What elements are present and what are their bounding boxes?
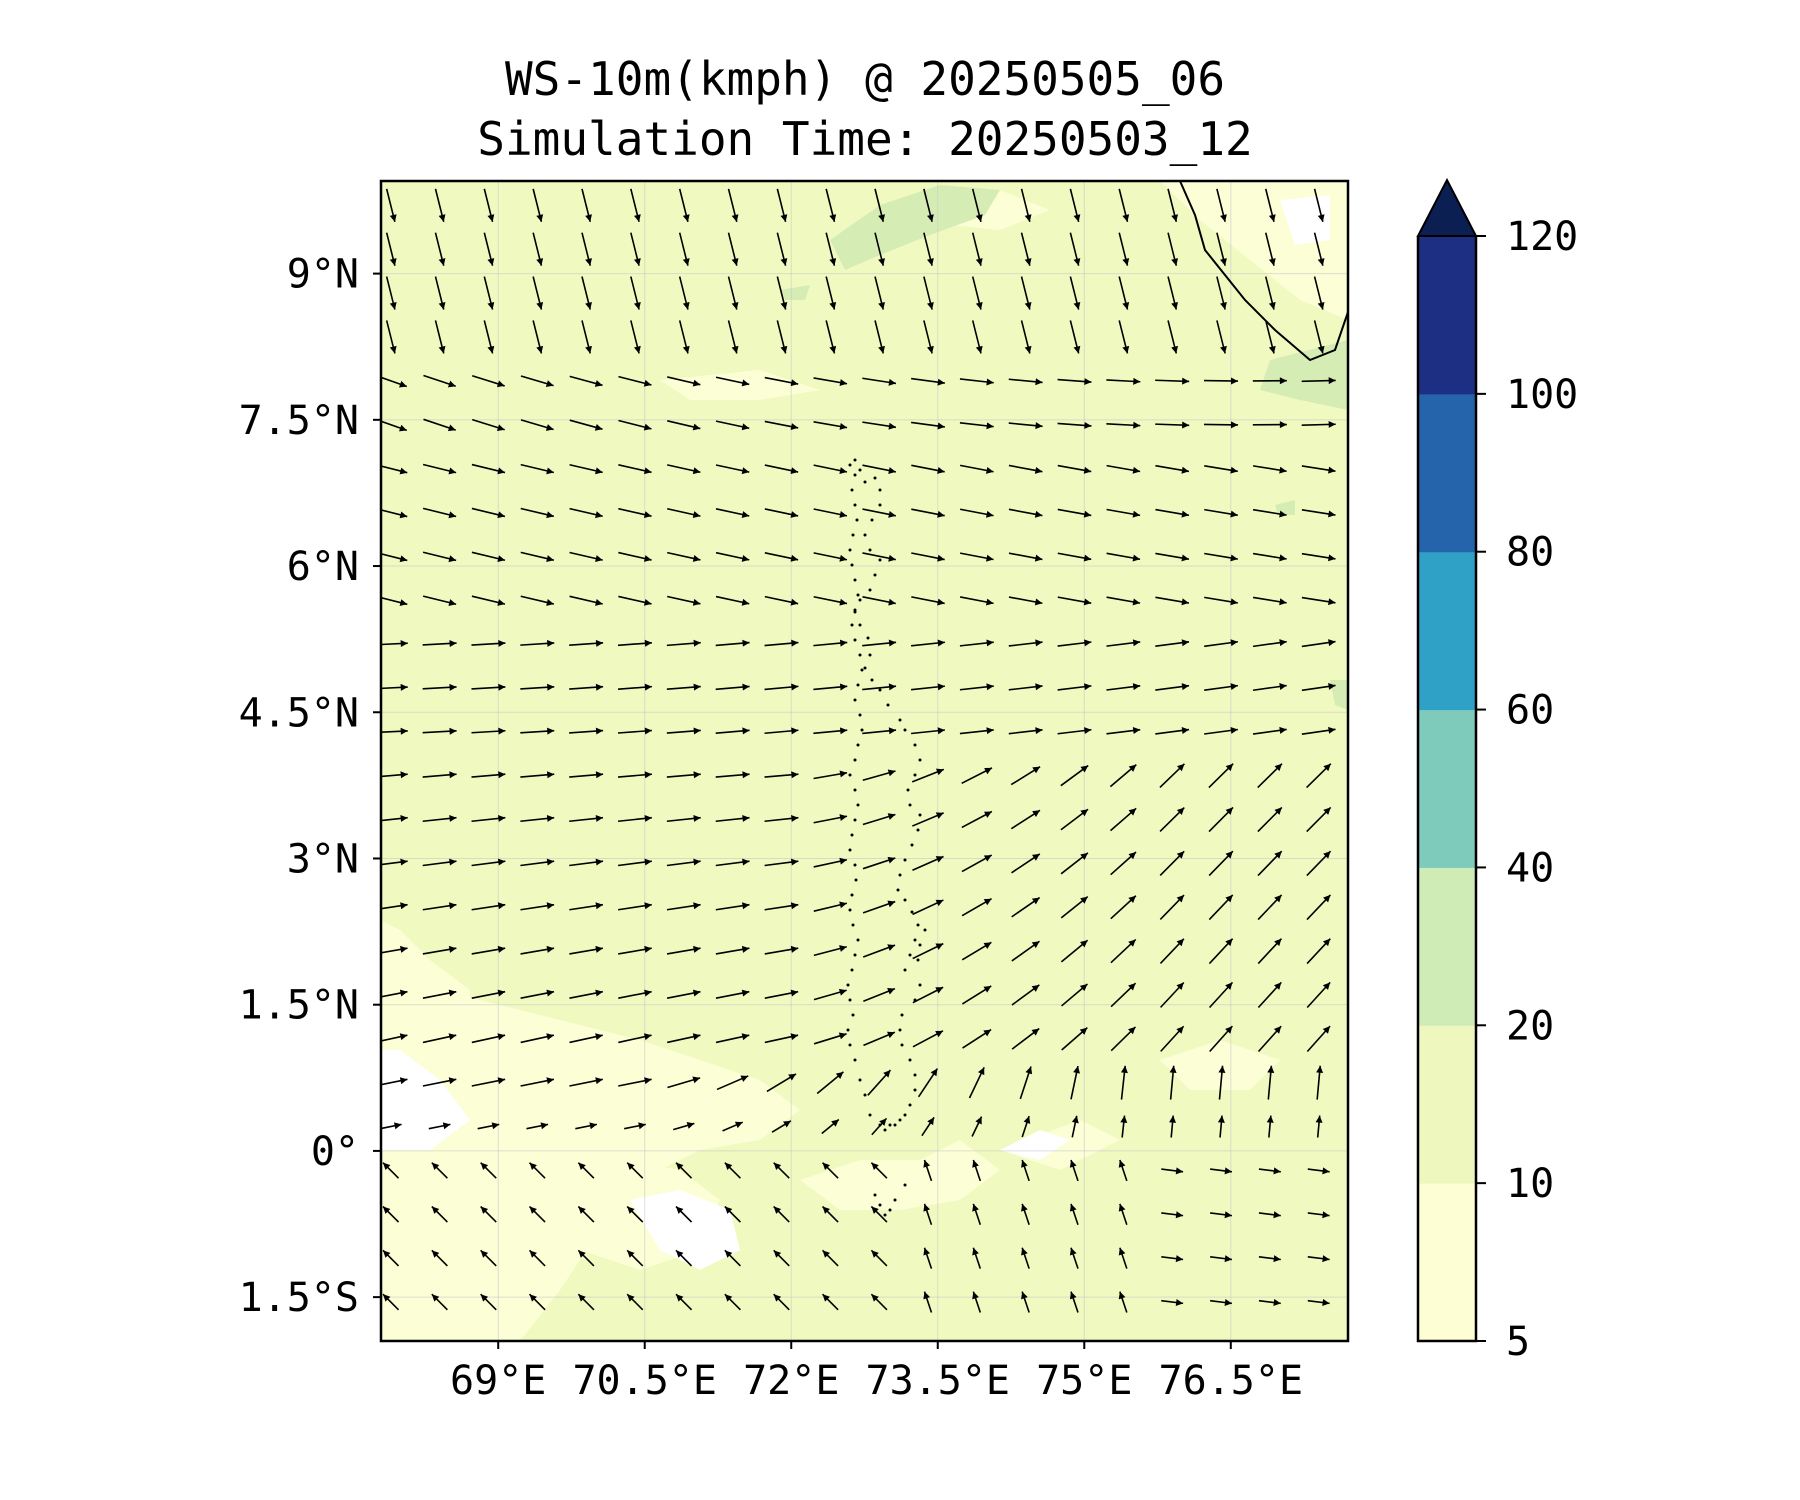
longitude-ticks: 69°E 70.5°E 72°E 73.5°E 75°E 76.5°E: [450, 1341, 1303, 1404]
lon-tick-label: 69°E: [450, 1358, 546, 1404]
lat-tick-label: 7.5°N: [239, 398, 359, 444]
lat-tick-label: 9°N: [287, 252, 359, 298]
lon-tick-label: 70.5°E: [572, 1358, 717, 1404]
lat-tick-label: 4.5°N: [239, 690, 359, 736]
colorbar-segment: [1418, 551, 1476, 711]
colorbar-tick-label: 60: [1506, 688, 1554, 734]
wind-speed-shading: [381, 181, 1348, 1341]
colorbar-tick-label: 20: [1506, 1003, 1554, 1049]
colorbar-extend-arrow: [1416, 177, 1478, 237]
lat-tick-label: 0°: [311, 1129, 359, 1175]
map-title: WS-10m(kmph) @ 20250505_06: [504, 52, 1226, 106]
wind-vectors: [381, 188, 1336, 1313]
colorbar-segment: [1418, 236, 1476, 395]
map-area: [381, 181, 1348, 1341]
coastlines: [846, 181, 1348, 1217]
colorbar-tick-label: 80: [1506, 530, 1554, 576]
lon-tick-label: 72°E: [743, 1358, 839, 1404]
colorbar-segment: [1418, 1183, 1476, 1342]
lat-tick-label: 3°N: [287, 836, 359, 882]
map-frame: [379, 179, 1350, 1343]
colorbar-tick-label: 5: [1506, 1319, 1530, 1365]
lon-tick-label: 76.5°E: [1159, 1358, 1304, 1404]
lat-tick-label: 1.5°N: [239, 983, 359, 1029]
gridlines: [381, 181, 1348, 1341]
lon-tick-label: 73.5°E: [866, 1358, 1011, 1404]
colorbar-segment: [1418, 1025, 1476, 1184]
colorbar-tick-label: 40: [1506, 845, 1554, 891]
colorbar-segment: [1418, 709, 1476, 868]
latitude-ticks: 9°N 7.5°N 6°N 4.5°N 3°N 1.5°N 0° 1.5°S: [239, 252, 381, 1321]
colorbar-segment: [1418, 867, 1476, 1026]
colorbar: 5 10 20 40 60 80 100 120: [1416, 177, 1578, 1365]
lat-tick-label: 1.5°S: [239, 1275, 359, 1321]
lat-tick-label: 6°N: [287, 544, 359, 590]
lon-tick-label: 75°E: [1036, 1358, 1132, 1404]
colorbar-frame: [1416, 236, 1478, 1343]
colorbar-tick-label: 100: [1506, 372, 1578, 418]
map-subtitle: Simulation Time: 20250503_12: [477, 112, 1253, 166]
colorbar-tick-label: 120: [1506, 214, 1578, 260]
colorbar-segment: [1418, 393, 1476, 553]
colorbar-tick-label: 10: [1506, 1161, 1554, 1207]
